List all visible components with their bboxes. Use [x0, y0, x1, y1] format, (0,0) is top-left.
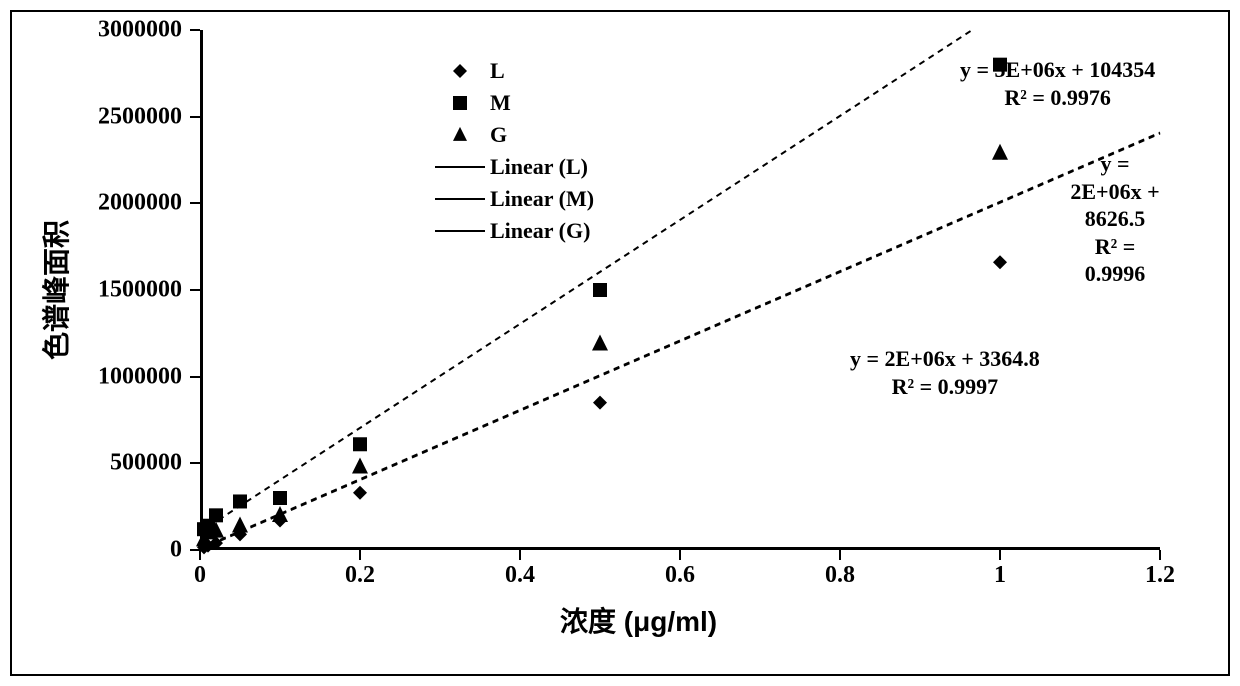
plot-area: 00.20.40.60.811.205000001000000150000020…: [200, 30, 1160, 550]
y-tick-label: 1500000: [98, 277, 182, 304]
legend-item: G: [430, 119, 594, 151]
y-tick-label: 1000000: [98, 363, 182, 390]
y-tick: [190, 116, 200, 118]
x-tick-label: 0.2: [345, 562, 375, 589]
y-tick-label: 3000000: [98, 17, 182, 44]
equation-annotation: y = 3E+06x + 104354R² = 0.9976: [960, 56, 1155, 111]
x-tick: [519, 550, 521, 560]
y-tick-label: 500000: [110, 450, 182, 477]
marker-L: [993, 255, 1007, 269]
x-tick: [359, 550, 361, 560]
y-tick: [190, 29, 200, 31]
x-tick: [999, 550, 1001, 560]
y-tick-label: 2500000: [98, 103, 182, 130]
y-tick: [190, 549, 200, 551]
marker-G: [272, 506, 288, 522]
legend-item: Linear (G): [430, 215, 594, 247]
equation-annotation: y = 2E+06x + 3364.8R² = 0.9997: [850, 345, 1040, 400]
y-axis-label: 色谱峰面积: [35, 220, 75, 360]
marker-M: [209, 508, 223, 522]
marker-L: [353, 486, 367, 500]
marker-M: [273, 491, 287, 505]
legend-item: L: [430, 55, 594, 87]
marker-G: [592, 334, 608, 350]
x-tick-label: 0: [194, 562, 206, 589]
legend-icon: [430, 166, 490, 168]
legend-icon: [430, 125, 490, 145]
x-tick-label: 0.4: [505, 562, 535, 589]
equation-annotation: y = 2E+06x + 8626.5R² = 0.9996: [1070, 150, 1160, 288]
y-tick: [190, 376, 200, 378]
x-tick-label: 0.8: [825, 562, 855, 589]
fit-line-G: [200, 133, 1160, 549]
marker-M: [353, 437, 367, 451]
legend-item: M: [430, 87, 594, 119]
legend-label: M: [490, 90, 511, 116]
x-tick-label: 1.2: [1145, 562, 1175, 589]
x-tick-label: 1: [994, 562, 1006, 589]
x-axis-label: 浓度 (μg/ml): [560, 600, 717, 640]
marker-M: [593, 283, 607, 297]
y-tick-label: 2000000: [98, 190, 182, 217]
y-tick: [190, 462, 200, 464]
chart-frame: 0 0.2 0.4 0.6 0.8 1 1.2 0 500000 1000000 1500000 20…: [0, 0, 1240, 686]
legend: LMG Linear (L) Linear (M) Linear (G): [430, 55, 594, 247]
legend-icon: [430, 93, 490, 113]
legend-icon: [430, 198, 490, 200]
marker-L: [593, 396, 607, 410]
y-tick: [190, 202, 200, 204]
x-tick: [679, 550, 681, 560]
y-tick: [190, 289, 200, 291]
marker-G: [352, 458, 368, 474]
legend-label: Linear (G): [490, 218, 590, 244]
marker-M: [233, 494, 247, 508]
x-tick: [199, 550, 201, 560]
legend-icon: [430, 230, 490, 232]
legend-label: Linear (L): [490, 154, 588, 180]
legend-label: L: [490, 58, 505, 84]
y-tick-label: 0: [170, 537, 182, 564]
legend-label: G: [490, 122, 507, 148]
legend-item: Linear (L): [430, 151, 594, 183]
marker-G: [232, 516, 248, 532]
legend-icon: [430, 61, 490, 81]
x-tick: [839, 550, 841, 560]
legend-label: Linear (M): [490, 186, 594, 212]
legend-item: Linear (M): [430, 183, 594, 215]
marker-G: [992, 144, 1008, 160]
x-tick-label: 0.6: [665, 562, 695, 589]
x-tick: [1159, 550, 1161, 560]
